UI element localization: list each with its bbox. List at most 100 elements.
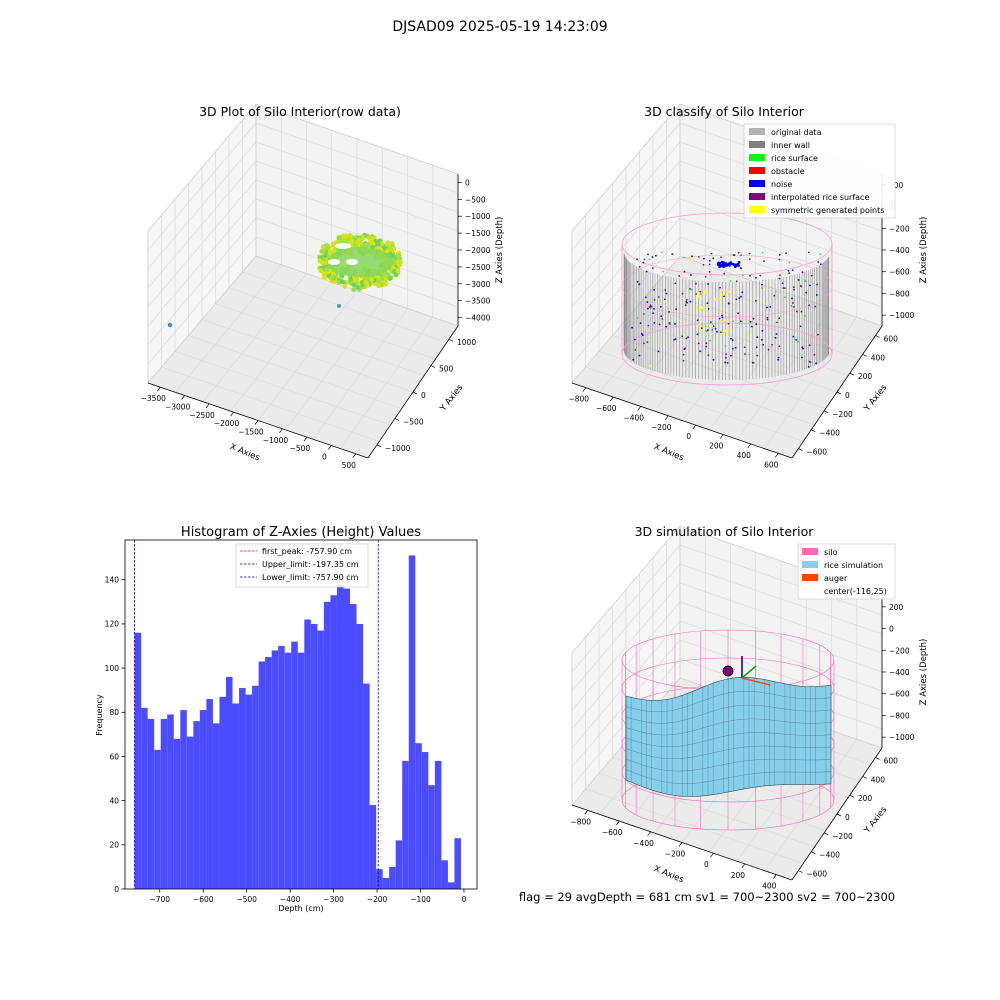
classified-point: [734, 346, 737, 349]
classified-point: [674, 338, 677, 340]
histogram-bar: [199, 710, 207, 889]
symmetric-point: [703, 308, 706, 312]
noise-point: [731, 262, 735, 266]
gridline: [147, 179, 257, 308]
classified-point: [737, 251, 740, 254]
x-tick: [710, 853, 714, 858]
gridline: [147, 141, 257, 270]
classified-point: [658, 323, 661, 326]
legend-label: Lower_limit: -757.90 cm: [262, 573, 359, 582]
z-axis-label: Z Axies (Depth): [919, 639, 929, 706]
noise-point: [737, 264, 740, 267]
x-axis-label: Depth (cm): [278, 904, 323, 913]
classified-point: [795, 339, 797, 341]
classified-point: [665, 325, 668, 328]
mesh-line: [625, 769, 832, 784]
classified-point: [728, 302, 730, 305]
legend-swatch: [749, 193, 765, 200]
classified-point: [700, 327, 703, 330]
y-tick-label: −600: [806, 870, 827, 879]
classified-point: [646, 301, 649, 303]
y-tick-label: 80: [109, 708, 119, 717]
classified-point: [721, 316, 724, 319]
y-tick: [862, 775, 867, 779]
legend-label: rice surface: [771, 154, 818, 163]
classified-point: [766, 306, 768, 309]
classified-point: [697, 256, 700, 258]
data-point-raw: [369, 240, 374, 246]
classified-point: [682, 353, 685, 356]
symmetric-point: [719, 310, 722, 313]
classified-point: [791, 297, 793, 300]
classified-point: [673, 338, 675, 341]
x-tick-label: −800: [568, 395, 589, 404]
classified-point: [710, 321, 712, 324]
panel-classify-3d: −800 −600 −400 −200 0 200 400 600 −600 −400 −200 0 2…: [568, 103, 929, 469]
x-tick-label: 500: [342, 461, 357, 470]
legend-swatch: [749, 206, 765, 213]
classified-point: [808, 344, 811, 347]
histogram-bar: [258, 661, 266, 889]
x-tick: [303, 436, 308, 442]
classified-point: [761, 287, 763, 289]
classified-point: [774, 336, 777, 339]
x-tick-label: 0: [322, 453, 327, 462]
x-tick-label: −1000: [263, 436, 289, 445]
classified-point: [714, 327, 717, 330]
classified-point: [696, 319, 699, 322]
classified-point: [752, 361, 755, 364]
y-tick-label: 0: [845, 813, 850, 822]
x-tick: [741, 863, 746, 869]
z-tick-label: −400: [889, 246, 910, 255]
classified-point: [740, 295, 742, 298]
legend-swatch: [802, 574, 818, 581]
z-tick-label: −2000: [465, 246, 491, 255]
classified-point: [793, 306, 795, 308]
panel-simulation-3d: −800 −600 −400 −200 0 200 400 −600 −400 −200 0 200 4…: [570, 524, 929, 891]
x-tick: [773, 874, 777, 879]
histogram-bar: [402, 760, 409, 889]
classified-point: [681, 292, 684, 295]
classified-point: [705, 345, 708, 348]
gridline: [598, 350, 815, 426]
x-tick-label: −500: [236, 895, 257, 904]
z-tick-label: −600: [889, 268, 910, 277]
x-tick-label: −600: [602, 828, 623, 837]
z-tick-label: −1000: [889, 733, 915, 742]
classified-point: [815, 294, 818, 296]
y-tick-label: 0: [421, 391, 426, 400]
classified-point: [712, 257, 715, 260]
auger-axis-y: [741, 665, 757, 679]
data-point-raw: [342, 235, 347, 241]
data-gap: [335, 243, 351, 249]
classified-point: [730, 354, 732, 357]
classified-point: [771, 343, 773, 346]
symmetric-point: [697, 295, 700, 299]
y-tick: [823, 410, 829, 414]
y-axis-label: Y Axies: [438, 383, 466, 415]
classified-point: [718, 317, 721, 320]
gridline: [585, 366, 804, 442]
data-point-raw: [356, 237, 362, 243]
classified-point: [721, 314, 723, 317]
x-tick: [352, 453, 357, 459]
classified-point: [636, 317, 639, 319]
classified-point: [632, 358, 635, 361]
classified-point: [638, 283, 641, 286]
classified-point: [695, 293, 698, 295]
symmetric-point: [721, 288, 724, 292]
y-axis-label: Y Axies: [862, 383, 890, 415]
data-point-raw: [391, 269, 397, 275]
gridline: [571, 582, 681, 711]
classified-point: [748, 353, 751, 356]
data-point-raw: [363, 279, 369, 285]
classified-point: [662, 270, 665, 273]
classified-point: [808, 360, 811, 363]
classified-point: [731, 339, 734, 341]
classified-point: [796, 310, 798, 313]
classified-point: [749, 274, 751, 277]
symmetric-point: [699, 308, 702, 311]
classified-point: [797, 279, 800, 281]
classified-point: [707, 354, 710, 356]
z-tick-label: −800: [889, 289, 910, 298]
